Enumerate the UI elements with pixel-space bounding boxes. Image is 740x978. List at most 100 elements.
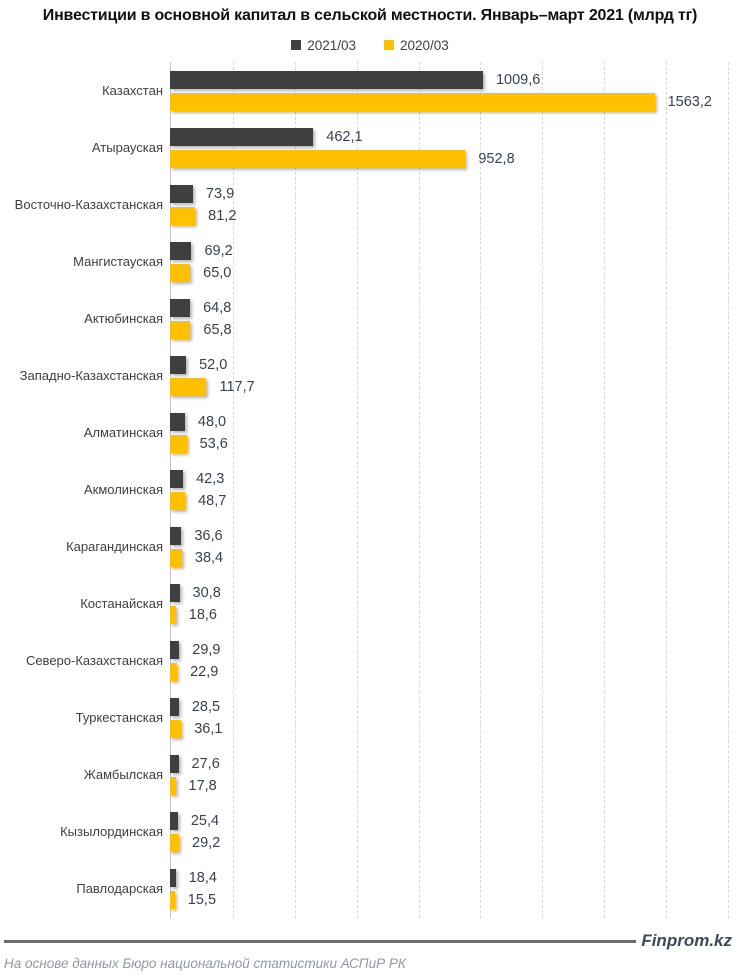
value-label-2021-03: 1009,6 <box>495 71 541 88</box>
value-label-2020-03: 29,2 <box>192 835 221 852</box>
value-label-2021-03: 30,8 <box>192 585 221 602</box>
category-row: Кызылординская 25,4 29,2 <box>0 804 740 861</box>
bars-cell: 64,8 65,8 <box>170 290 728 347</box>
bars-cell: 73,9 81,2 <box>170 176 728 233</box>
bar-line-2020-03: 81,2 <box>170 206 728 225</box>
value-label-2020-03: 22,9 <box>190 664 219 681</box>
category-row: Алматинская 48,0 53,6 <box>0 404 740 461</box>
value-label-2021-03: 48,0 <box>197 413 227 430</box>
bar-line-2021-03: 42,3 <box>170 469 728 488</box>
bar-line-2021-03: 30,8 <box>170 584 728 603</box>
gridline <box>604 62 606 918</box>
value-label-2020-03: 18,6 <box>188 607 217 624</box>
category-row: Павлодарская 18,4 15,5 <box>0 861 740 918</box>
bar-2020-03 <box>170 92 655 111</box>
bar-2021-03 <box>170 812 178 831</box>
source-note: На основе данных Бюро национальной стати… <box>4 956 406 971</box>
category-row: Северо-Казахстанская 29,9 22,9 <box>0 633 740 690</box>
category-label: Павлодарская <box>76 881 163 897</box>
gridline <box>728 62 729 918</box>
chart-legend: 2021/03 2020/03 <box>0 36 740 54</box>
bars-cell: 27,6 17,8 <box>170 747 728 804</box>
bar-line-2020-03: 22,9 <box>170 663 728 682</box>
category-label: Жамбылская <box>83 767 163 783</box>
category-row: Актюбинская 64,8 65,8 <box>0 290 740 347</box>
category-row: Восточно-Казахстанская 73,9 81,2 <box>0 176 740 233</box>
bar-2021-03 <box>170 698 179 717</box>
bar-2021-03 <box>170 412 185 431</box>
category-label: Мангистауская <box>73 253 163 269</box>
value-label-2020-03: 48,7 <box>198 492 227 509</box>
bar-2021-03 <box>170 241 192 260</box>
category-label: Атырауская <box>91 139 163 155</box>
value-label-2020-03: 53,6 <box>199 435 228 452</box>
bar-2021-03 <box>170 355 187 374</box>
bar-2021-03 <box>170 127 314 146</box>
bars-cell: 25,4 29,2 <box>170 804 728 861</box>
bar-line-2020-03: 53,6 <box>170 434 728 453</box>
bars-cell: 69,2 65,0 <box>170 233 728 290</box>
bars-cell: 29,9 22,9 <box>170 633 728 690</box>
value-label-2021-03: 73,9 <box>205 185 235 202</box>
category-row: Костанайская 30,8 18,6 <box>0 576 740 633</box>
category-row: Западно-Казахстанская 52,0 117,7 <box>0 347 740 404</box>
category-row: Карагандинская 36,6 38,4 <box>0 519 740 576</box>
bar-2020-03 <box>170 320 191 339</box>
bar-line-2020-03: 65,0 <box>170 263 728 282</box>
bar-2020-03 <box>170 720 182 739</box>
gridline <box>480 62 482 918</box>
value-label-2021-03: 18,4 <box>188 870 217 887</box>
value-label-2021-03: 36,6 <box>194 528 223 545</box>
bar-line-2020-03: 38,4 <box>170 549 728 568</box>
bar-line-2021-03: 48,0 <box>170 412 728 431</box>
bar-line-2021-03: 462,1 <box>170 127 728 146</box>
bar-line-2020-03: 65,8 <box>170 320 728 339</box>
legend-item-2020-03: 2020/03 <box>384 38 449 53</box>
value-label-2020-03: 65,0 <box>203 264 232 281</box>
bar-2021-03 <box>170 755 179 774</box>
bar-2020-03 <box>170 834 180 853</box>
category-row: Атырауская 462,1 952,8 <box>0 119 740 176</box>
bar-line-2020-03: 952,8 <box>170 149 728 168</box>
category-label: Западно-Казахстанская <box>19 367 163 383</box>
bar-line-2021-03: 29,9 <box>170 641 728 660</box>
bar-line-2020-03: 48,7 <box>170 491 728 510</box>
bar-line-2021-03: 1009,6 <box>170 70 728 89</box>
bars-cell: 42,3 48,7 <box>170 461 728 518</box>
bars-cell: 52,0 117,7 <box>170 347 728 404</box>
gridline <box>294 62 296 918</box>
gridline <box>542 62 544 918</box>
bar-2020-03 <box>170 491 186 510</box>
bars-cell: 1009,6 1563,2 <box>170 62 728 119</box>
bar-line-2021-03: 25,4 <box>170 812 728 831</box>
value-label-2020-03: 36,1 <box>194 721 223 738</box>
bar-2021-03 <box>170 527 182 546</box>
bar-2020-03 <box>170 206 196 225</box>
plot-area: Казахстан 1009,6 1563,2 Атырауская 462,1… <box>0 62 740 918</box>
category-label: Карагандинская <box>66 539 163 555</box>
bar-2020-03 <box>170 777 176 796</box>
category-row: Туркестанская 28,5 36,1 <box>0 690 740 747</box>
category-label: Казахстан <box>102 82 163 98</box>
bars-cell: 462,1 952,8 <box>170 119 728 176</box>
legend-label-2021-03: 2021/03 <box>307 37 356 53</box>
bar-2020-03 <box>170 606 176 625</box>
gridline <box>418 62 420 918</box>
value-label-2020-03: 952,8 <box>478 150 515 167</box>
value-label-2021-03: 27,6 <box>191 756 220 773</box>
value-label-2020-03: 17,8 <box>188 778 217 795</box>
value-label-2020-03: 15,5 <box>187 892 217 909</box>
bar-line-2020-03: 36,1 <box>170 720 728 739</box>
bar-line-2021-03: 52,0 <box>170 355 728 374</box>
bar-line-2020-03: 15,5 <box>170 891 728 910</box>
footer-brand-row: Finprom.kz <box>4 930 736 952</box>
bar-2021-03 <box>170 298 191 317</box>
category-label: Алматинская <box>83 424 163 440</box>
bar-line-2021-03: 69,2 <box>170 241 728 260</box>
gridline <box>232 62 234 918</box>
value-label-2021-03: 29,9 <box>192 642 221 659</box>
category-label: Восточно-Казахстанская <box>14 196 163 212</box>
bar-line-2020-03: 1563,2 <box>170 92 728 111</box>
category-row: Жамбылская 27,6 17,8 <box>0 747 740 804</box>
bar-2020-03 <box>170 434 187 453</box>
